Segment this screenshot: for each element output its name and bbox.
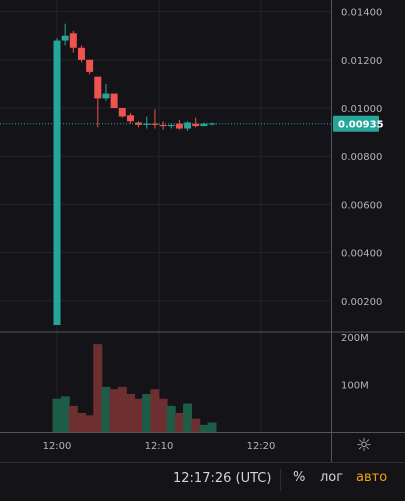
toolbar-divider bbox=[280, 469, 281, 491]
time-tick-label: 12:20 bbox=[247, 441, 276, 452]
candle-body[interactable] bbox=[192, 123, 200, 127]
price-tick-label: 0.01200 bbox=[341, 56, 382, 67]
candle-body[interactable] bbox=[159, 124, 167, 127]
candle-body[interactable] bbox=[151, 123, 159, 125]
volume-bar bbox=[142, 394, 152, 432]
auto-scale-button[interactable]: авто bbox=[356, 470, 388, 485]
time-tick-label: 12:00 bbox=[43, 441, 72, 452]
volume-bar bbox=[150, 389, 160, 432]
candle-body[interactable] bbox=[118, 108, 126, 117]
candle-body[interactable] bbox=[77, 47, 85, 60]
volume-bar bbox=[166, 405, 176, 432]
volume-bar bbox=[183, 403, 193, 432]
volume-bar bbox=[207, 422, 217, 432]
candle-body[interactable] bbox=[126, 115, 134, 122]
candle-body[interactable] bbox=[143, 123, 151, 125]
candle-body[interactable] bbox=[167, 124, 175, 127]
volume-bar bbox=[68, 405, 78, 432]
volume-bar bbox=[109, 389, 119, 432]
volume-tick-label: 200M bbox=[341, 333, 369, 344]
current-price-badge bbox=[333, 115, 379, 132]
candle-body[interactable] bbox=[200, 123, 208, 127]
volume-bar bbox=[134, 398, 144, 432]
volume-bar bbox=[125, 394, 135, 432]
candle-body[interactable] bbox=[61, 35, 69, 41]
candle-body[interactable] bbox=[110, 93, 118, 109]
candle-body[interactable] bbox=[53, 40, 61, 325]
volume-bar bbox=[101, 386, 111, 432]
percent-scale-button[interactable]: % bbox=[293, 470, 306, 485]
candle-body[interactable] bbox=[86, 59, 94, 72]
log-scale-button[interactable]: лог bbox=[320, 470, 344, 485]
current-price-label: 0.00935 bbox=[338, 120, 384, 131]
price-tick-label: 0.01400 bbox=[341, 8, 382, 19]
volume-bar bbox=[93, 344, 103, 432]
volume-bar bbox=[60, 396, 70, 432]
volume-bar bbox=[191, 418, 201, 432]
volume-bar bbox=[117, 386, 127, 432]
volume-bar bbox=[85, 415, 95, 432]
candle-body[interactable] bbox=[208, 123, 216, 125]
bottom-toolbar: 12:17:26 (UTC) % лог авто bbox=[0, 462, 405, 501]
candle-body[interactable] bbox=[175, 123, 183, 129]
price-tick-label: 0.00400 bbox=[341, 249, 382, 260]
gear-icon[interactable]: ☼ bbox=[355, 435, 373, 456]
candle-body[interactable] bbox=[94, 76, 102, 99]
chart-canvas[interactable]: 0.01400 0.01200 0.01000 0.00800 0.00600 0.004… bbox=[0, 0, 405, 462]
candle-body[interactable] bbox=[102, 93, 110, 99]
volume-bar bbox=[199, 424, 209, 432]
volume-bar bbox=[158, 398, 168, 432]
candle-body[interactable] bbox=[184, 122, 192, 129]
volume-bar bbox=[76, 413, 86, 432]
candle-body[interactable] bbox=[69, 33, 77, 48]
volume-bar bbox=[174, 413, 184, 432]
price-tick-label: 0.01000 bbox=[341, 104, 382, 115]
volume-tick-label: 100M bbox=[341, 381, 369, 392]
price-tick-label: 0.00800 bbox=[341, 152, 382, 163]
price-tick-label: 0.00600 bbox=[341, 200, 382, 211]
price-tick-label: 0.00200 bbox=[341, 297, 382, 308]
clock-readout: 12:17:26 (UTC) bbox=[173, 471, 272, 486]
time-tick-label: 12:10 bbox=[145, 441, 174, 452]
volume-bar bbox=[52, 398, 62, 432]
